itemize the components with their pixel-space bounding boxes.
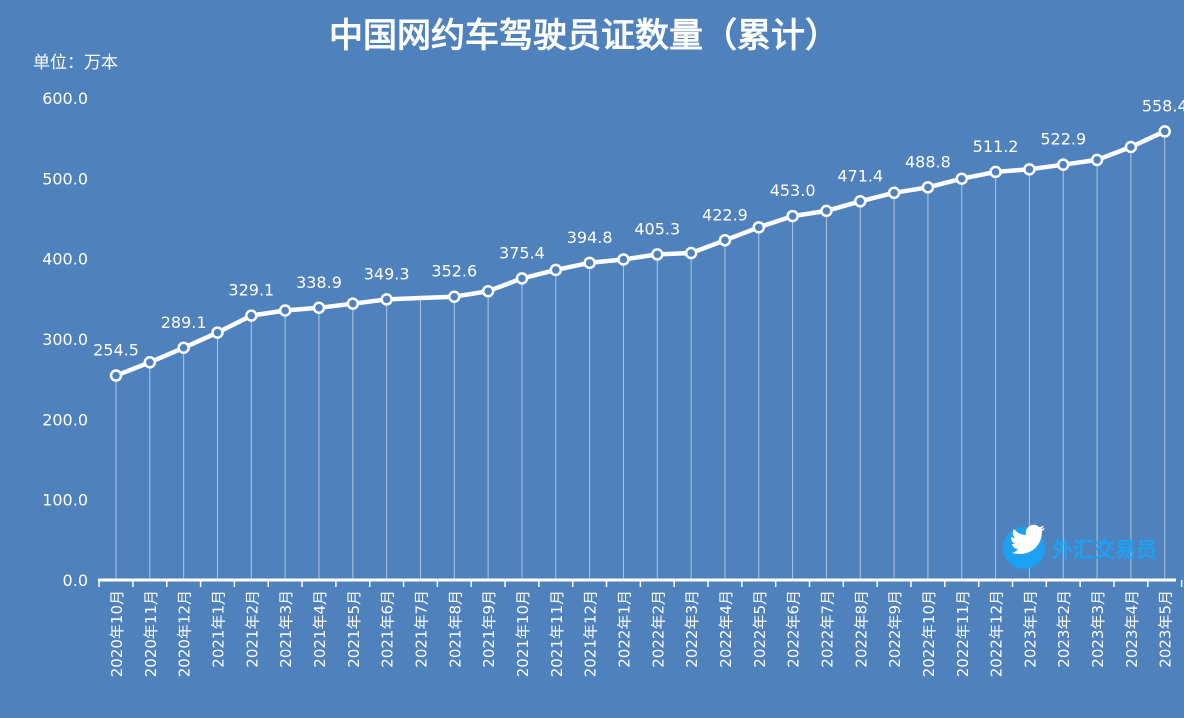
y-tick-label: 400.0 (42, 250, 88, 269)
x-tick-label: 2020年12月 (176, 590, 194, 677)
x-tick-label: 2023年2月 (1055, 590, 1073, 668)
x-tick-label: 2022年10月 (920, 590, 938, 677)
data-label: 254.5 (93, 341, 139, 360)
data-label: 405.3 (634, 219, 680, 238)
x-tick-label: 2021年9月 (480, 590, 498, 668)
watermark: 外汇交易员 (1003, 524, 1157, 569)
x-tick-label: 2022年5月 (751, 590, 769, 668)
x-tick-label: 2021年5月 (345, 590, 363, 668)
data-point (1023, 163, 1036, 176)
data-point (177, 341, 190, 355)
x-tick-label: 2022年6月 (785, 590, 803, 668)
data-label: 289.1 (161, 313, 207, 332)
data-point (718, 234, 732, 247)
x-tick-label: 2022年3月 (683, 590, 701, 668)
x-tick-label: 2021年6月 (379, 590, 397, 668)
data-point (109, 369, 123, 382)
data-label: 453.0 (770, 181, 816, 200)
x-tick-label: 2021年4月 (311, 590, 329, 668)
data-label: 352.6 (431, 262, 477, 281)
data-point (549, 263, 563, 277)
x-tick-label: 2020年10月 (108, 590, 126, 677)
y-axis: 0.0 100.0 200.0 300.0 400.0 500.0 600.0 (42, 89, 88, 590)
data-point (346, 297, 360, 310)
x-tick-label: 2022年12月 (988, 590, 1006, 677)
watermark-text: 外汇交易员 (1052, 538, 1157, 562)
data-label: 511.2 (973, 137, 1019, 156)
data-point (854, 195, 867, 208)
data-point (312, 301, 326, 315)
x-tick-label: 2022年1月 (615, 590, 633, 668)
y-tick-label: 300.0 (42, 330, 88, 349)
y-tick-label: 600.0 (42, 89, 88, 108)
data-label: 349.3 (364, 264, 410, 283)
series-line (109, 125, 1171, 382)
y-tick-label: 0.0 (63, 571, 88, 590)
x-tick-label: 2021年3月 (277, 590, 295, 668)
y-tick-label: 100.0 (42, 491, 88, 510)
data-point (617, 253, 630, 266)
x-tick-label: 2022年7月 (818, 590, 836, 668)
x-tick-label: 2021年10月 (514, 590, 532, 677)
data-point (380, 293, 393, 306)
data-point (1124, 140, 1138, 154)
y-tick-label: 500.0 (42, 169, 88, 188)
data-point (989, 165, 1002, 179)
x-tick-label: 2022年11月 (954, 590, 972, 677)
x-tick-label: 2021年7月 (412, 590, 430, 668)
data-label: 488.8 (905, 152, 951, 171)
data-label: 558.4 (1142, 96, 1184, 115)
x-tick-label: 2021年8月 (446, 590, 464, 668)
x-tick-label: 2022年2月 (649, 590, 667, 668)
x-tick-label: 2022年4月 (717, 590, 735, 668)
data-labels: 254.5 289.1 329.1 338.9 349.3 352.6 375.4 394.8… (93, 96, 1184, 359)
data-label: 329.1 (228, 281, 274, 300)
data-point (651, 248, 664, 261)
x-tick-label: 2021年2月 (243, 590, 261, 668)
bird-icon-shape (1011, 524, 1045, 554)
data-point (448, 290, 461, 303)
drop-lines (115, 131, 1166, 580)
x-tick-label: 2021年11月 (548, 590, 566, 677)
x-tick-label: 2023年1月 (1021, 590, 1039, 668)
data-point (143, 356, 157, 369)
data-point (1090, 153, 1104, 167)
data-point (245, 309, 258, 322)
data-point (211, 326, 224, 339)
x-tick-label: 2023年4月 (1123, 590, 1141, 668)
data-point (887, 186, 901, 200)
data-point (583, 256, 596, 270)
series-path (115, 129, 1166, 378)
data-point (515, 272, 529, 285)
data-point (752, 221, 766, 234)
data-label: 422.9 (702, 205, 748, 224)
data-label: 338.9 (296, 273, 342, 292)
chart-title: 中国网约车驾驶员证数量（累计） (329, 16, 839, 56)
data-point (278, 304, 292, 317)
data-point (481, 284, 495, 298)
data-label: 471.4 (837, 166, 883, 185)
data-point (1158, 125, 1171, 138)
data-point (1056, 158, 1070, 171)
x-tick-label: 2022年8月 (852, 590, 870, 668)
data-point (921, 181, 935, 194)
data-label: 394.8 (567, 228, 613, 247)
x-tick-label: 2022年9月 (886, 590, 904, 668)
data-point (820, 204, 833, 218)
y-tick-label: 200.0 (42, 410, 88, 429)
x-tick-label: 2020年11月 (142, 590, 160, 677)
x-tick-label: 2023年3月 (1089, 590, 1107, 668)
x-tick-label: 2021年12月 (582, 590, 600, 677)
data-label: 375.4 (499, 243, 545, 262)
data-label: 522.9 (1040, 130, 1086, 149)
unit-label: 单位：万本 (33, 53, 118, 73)
x-tick-label: 2021年1月 (209, 590, 227, 668)
x-tick-label: 2023年5月 (1157, 590, 1175, 668)
data-point (786, 209, 799, 223)
data-point (955, 172, 968, 185)
data-point (684, 246, 698, 260)
x-axis: 2020年10月 2020年11月 2020年12月 2021年1月 2021年2月 20… (98, 578, 1183, 677)
